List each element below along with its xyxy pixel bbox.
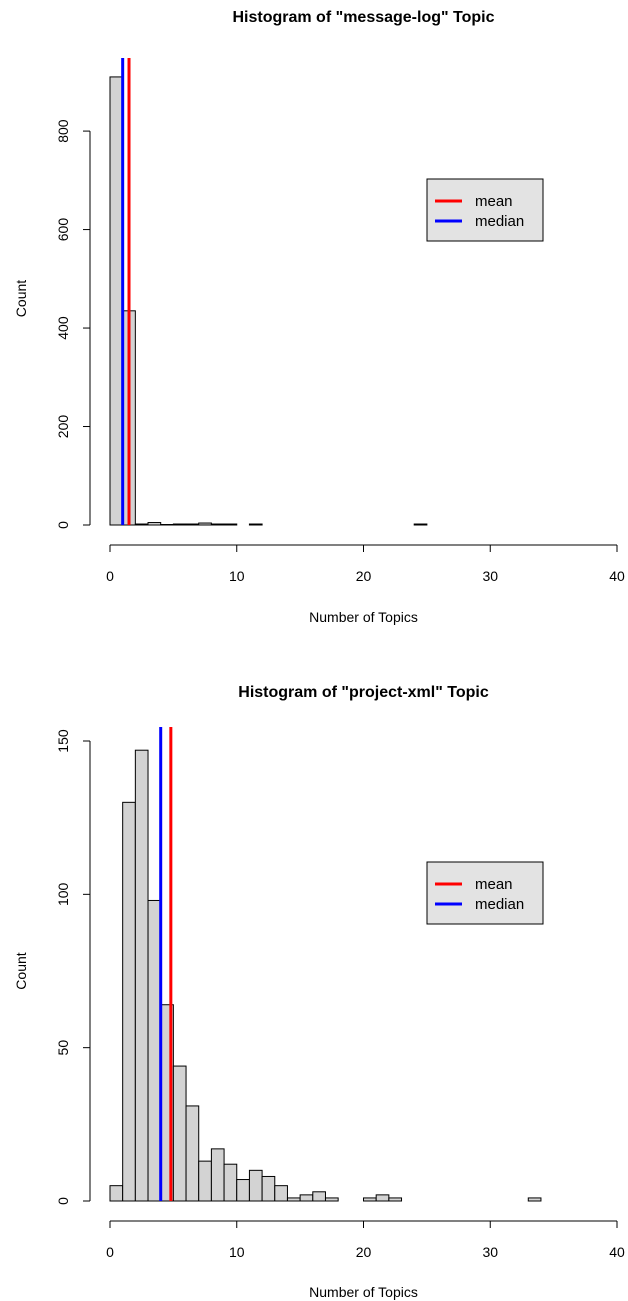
histogram-bar xyxy=(248,523,263,526)
legend-label-mean: mean xyxy=(475,193,513,210)
chart-title: Histogram of "message-log" Topic xyxy=(232,9,494,26)
histogram-bar xyxy=(274,1185,288,1202)
y-axis: 0 50 100 150 xyxy=(55,729,91,1205)
histogram-bar xyxy=(172,523,187,526)
histogram-project-xml: Histogram of "project-xml" Topic 0 10 20 30 4… xyxy=(13,684,625,1300)
legend-box xyxy=(426,178,544,242)
y-tick-label: 50 xyxy=(55,1040,71,1056)
histogram-bar xyxy=(172,1065,187,1202)
x-axis-label: Number of Topics xyxy=(309,609,418,625)
histogram-bar xyxy=(324,1197,339,1202)
histogram-bar xyxy=(134,523,149,526)
y-axis-label: Count xyxy=(13,952,29,989)
histogram-bar xyxy=(223,1163,238,1202)
histogram-bars xyxy=(109,76,428,526)
x-tick-label: 40 xyxy=(609,1244,625,1260)
x-tick-label: 30 xyxy=(482,1244,498,1260)
histogram-bar xyxy=(147,522,162,526)
y-tick-label: 400 xyxy=(55,316,71,340)
x-axis: 0 10 20 30 40 xyxy=(106,544,625,584)
legend-label-mean: mean xyxy=(475,876,513,893)
histogram-bar xyxy=(210,1148,225,1202)
x-tick-label: 20 xyxy=(356,1244,372,1260)
y-tick-label: 150 xyxy=(55,729,71,753)
histogram-bar xyxy=(286,1197,301,1202)
histogram-bar xyxy=(375,1194,390,1202)
histogram-bar xyxy=(185,523,200,526)
histogram-bar xyxy=(109,1185,124,1202)
histogram-bar xyxy=(413,523,428,526)
histogram-bar xyxy=(312,1191,326,1202)
histogram-bar xyxy=(147,899,162,1202)
histogram-bar xyxy=(210,523,225,526)
x-tick-label: 0 xyxy=(106,1244,114,1260)
y-axis-label: Count xyxy=(13,280,29,317)
y-tick-label: 100 xyxy=(55,882,71,906)
y-tick-label: 200 xyxy=(55,415,71,439)
x-tick-label: 0 xyxy=(106,568,114,584)
y-axis: 0 200 400 600 800 xyxy=(55,119,91,529)
y-tick-label: 600 xyxy=(55,218,71,242)
histogram-bar xyxy=(248,1169,263,1202)
x-axis-label: Number of Topics xyxy=(309,1284,418,1300)
histogram-bar xyxy=(198,1160,212,1202)
legend: mean median xyxy=(426,178,544,242)
chart-title: Histogram of "project-xml" Topic xyxy=(238,684,489,701)
histogram-bars xyxy=(109,749,542,1202)
legend-box xyxy=(426,861,544,925)
histogram-bar xyxy=(109,76,124,526)
y-tick-label: 0 xyxy=(55,521,71,529)
histogram-bar xyxy=(122,801,136,1202)
legend: mean median xyxy=(426,861,544,925)
histogram-bar xyxy=(236,1179,250,1202)
histogram-bar xyxy=(223,523,238,526)
histogram-bar xyxy=(363,1197,377,1202)
histogram-bar xyxy=(134,749,149,1202)
legend-label-median: median xyxy=(475,896,524,913)
x-tick-label: 40 xyxy=(609,568,625,584)
y-tick-label: 0 xyxy=(55,1197,71,1205)
x-tick-label: 10 xyxy=(229,1244,245,1260)
x-axis: 0 10 20 30 40 xyxy=(106,1220,625,1260)
histogram-bar xyxy=(527,1197,542,1202)
histogram-bar xyxy=(299,1194,314,1202)
y-tick-label: 800 xyxy=(55,119,71,143)
legend-label-median: median xyxy=(475,213,524,230)
x-tick-label: 10 xyxy=(229,568,245,584)
histogram-bar xyxy=(388,1197,403,1202)
x-tick-label: 20 xyxy=(356,568,372,584)
histogram-bar xyxy=(261,1175,276,1202)
histogram-message-log: Histogram of "message-log" Topic 0 10 20 30 4… xyxy=(13,9,625,625)
histogram-bar xyxy=(185,1105,200,1202)
x-tick-label: 30 xyxy=(482,568,498,584)
histogram-bar xyxy=(198,522,212,526)
